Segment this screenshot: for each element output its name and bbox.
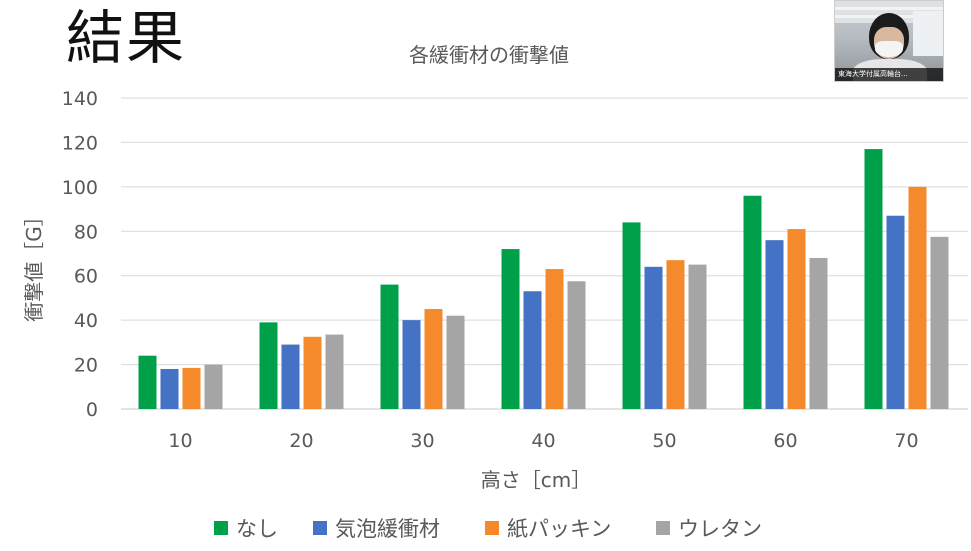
webcam-participant-label: 東海大学付属高輪台... [835, 68, 943, 81]
legend-swatch [313, 521, 327, 535]
gridlines [121, 97, 968, 410]
bar [688, 264, 707, 409]
bar [765, 240, 784, 409]
y-tick-label: 80 [74, 221, 98, 243]
legend-swatch [656, 521, 670, 535]
bar [809, 257, 828, 409]
legend-swatch [485, 521, 499, 535]
y-tick-label: 140 [62, 88, 98, 110]
y-tick-label: 40 [74, 310, 98, 332]
bar [545, 269, 564, 409]
slide-title: 結果 [66, 4, 187, 72]
y-tick-label: 0 [86, 399, 98, 421]
bar [204, 364, 223, 409]
bar [402, 320, 421, 409]
bar [864, 149, 883, 410]
bar [930, 236, 949, 409]
bar [666, 260, 685, 409]
bar [138, 355, 157, 409]
x-tick-label: 10 [168, 430, 192, 452]
webcam-window [913, 11, 943, 56]
bar [567, 281, 586, 409]
bar [182, 367, 201, 409]
x-tick-label: 20 [289, 430, 313, 452]
bar [259, 322, 278, 409]
x-tick-label: 50 [652, 430, 676, 452]
x-axis-label: 高さ［cm］ [481, 468, 591, 492]
bar [787, 229, 806, 409]
legend-label: 紙パッキン [507, 517, 611, 541]
legend: なし 気泡緩衝材 紙パッキン ウレタン [214, 517, 762, 541]
legend-label: ウレタン [678, 517, 762, 541]
y-tick-label: 20 [74, 355, 98, 377]
bar [303, 336, 322, 409]
x-axis-tick-labels: 10 20 30 40 50 60 70 [168, 430, 918, 452]
webcam-person-mask [875, 41, 903, 57]
bar [501, 249, 520, 409]
bar [160, 369, 179, 409]
y-axis-tick-labels: 0 20 40 60 80 100 120 140 [62, 88, 98, 421]
legend-label: なし [236, 517, 278, 541]
legend-swatch [214, 521, 228, 535]
legend-label: 気泡緩衝材 [335, 517, 440, 541]
bar [380, 284, 399, 409]
y-tick-label: 60 [74, 266, 98, 288]
bars [138, 149, 949, 410]
bar [886, 215, 905, 409]
x-tick-label: 70 [894, 430, 918, 452]
y-axis-label: 衝撃値［G］ [22, 206, 46, 322]
x-tick-label: 40 [531, 430, 555, 452]
webcam-thumbnail[interactable]: 東海大学付属高輪台... [834, 0, 944, 82]
y-tick-label: 100 [62, 177, 98, 199]
bar [424, 309, 443, 409]
bar [523, 291, 542, 409]
bar [446, 315, 465, 409]
bar [325, 334, 344, 409]
bar [743, 195, 762, 409]
webcam-light-stripe [835, 7, 943, 10]
bar [908, 186, 927, 409]
x-tick-label: 30 [410, 430, 434, 452]
bar [281, 344, 300, 409]
y-tick-label: 120 [62, 132, 98, 154]
bar [644, 266, 663, 409]
x-tick-label: 60 [773, 430, 797, 452]
bar [622, 222, 641, 409]
chart-title: 各緩衝材の衝撃値 [409, 43, 569, 67]
